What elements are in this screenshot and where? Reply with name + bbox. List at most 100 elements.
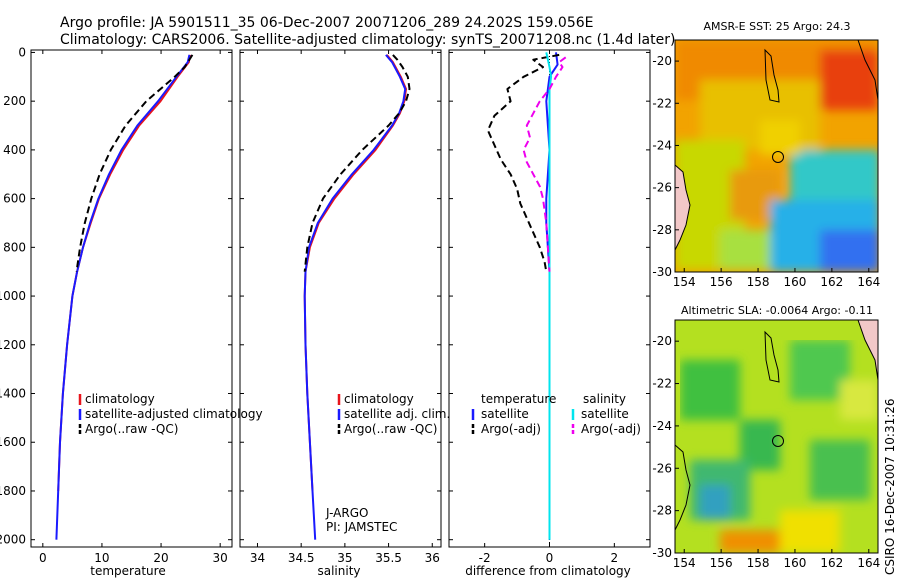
difference-panel: -2 0 2 difference from climatology tempera… [448, 49, 651, 578]
sla-coastline-australia [675, 444, 691, 531]
map-lon-label: 156 [710, 275, 733, 289]
temperature-xlabel: temperature [90, 564, 165, 578]
x-tick-label: 34 [250, 551, 265, 565]
sla-coastline-new-caledonia [857, 320, 878, 381]
map-lat-label: -30 [652, 546, 672, 560]
sst-map-title: AMSR-E SST: 25 Argo: 24.3 [703, 20, 850, 33]
float-annotation-line2: PI: JAMSTEC [326, 520, 397, 534]
salinity-axes-frame [239, 49, 442, 548]
map-lon-label: 156 [710, 556, 733, 570]
map-lat-label: -26 [652, 181, 672, 195]
sla-bathymetry-contour [764, 330, 780, 383]
sla-map-frame [674, 319, 879, 554]
x-tick-label: 20 [153, 551, 168, 565]
series-line-temperature-argo-adj- [486, 53, 560, 272]
sst-map: AMSR-E SST: 25 Argo: 24.3 -20 -22 -24 -26 -2… [652, 20, 880, 289]
map-lat-label: -22 [652, 377, 672, 391]
map-lon-label: 160 [784, 556, 807, 570]
x-tick-label: 35 [337, 551, 352, 565]
map-lat-label: -30 [652, 265, 672, 279]
map-lon-label: 162 [820, 275, 843, 289]
depth-tick-label: 200 [3, 94, 26, 108]
sla-argo-location-marker [772, 435, 784, 447]
difference-legend: temperaturesatelliteArgo(-adj)salinitysa… [471, 392, 641, 436]
map-lon-label: 154 [673, 275, 696, 289]
legend-label: satellite-adjusted climatology [85, 407, 263, 421]
depth-tick-label: 600 [3, 192, 26, 206]
depth-tick-label: 1400 [0, 387, 26, 401]
depth-tick-label: 1600 [0, 435, 26, 449]
legend-label: satellite [481, 407, 529, 421]
legend-label: climatology [344, 392, 414, 406]
map-lon-label: 164 [857, 556, 880, 570]
legend-label: climatology [85, 392, 155, 406]
x-tick-label: -2 [479, 551, 491, 565]
sst-bathymetry-contour [764, 48, 780, 103]
x-tick-label: 30 [213, 551, 228, 565]
difference-xlabel: difference from climatology [465, 564, 631, 578]
map-lon-label: 164 [857, 275, 880, 289]
map-lon-label: 158 [747, 556, 770, 570]
series-line-satellite-adjusted-climatology [55, 54, 191, 540]
float-annotation-line1: J-ARGO [325, 506, 368, 520]
map-lon-label: 154 [673, 556, 696, 570]
legend-heading: salinity [583, 392, 626, 406]
series-line-argo-raw-qc- [303, 54, 411, 272]
sla-field [680, 340, 878, 553]
title-line-2: Climatology: CARS2006. Satellite-adjuste… [60, 32, 675, 48]
map-lat-label: -22 [652, 96, 672, 110]
depth-tick-label: 2000 [0, 533, 26, 547]
sst-map-frame [674, 39, 879, 273]
temperature-axes-frame [30, 49, 233, 548]
map-lat-label: -20 [652, 54, 672, 68]
sst-coastline-new-caledonia [857, 40, 878, 101]
depth-tick-label: 0 [18, 45, 26, 59]
x-tick-label: 34.5 [288, 551, 315, 565]
sst-argo-location-marker [772, 151, 784, 163]
series-line-satellite-adj-clim- [303, 54, 407, 540]
legend-label: satellite adj. clim. [344, 407, 450, 421]
x-tick-label: 2 [611, 551, 619, 565]
depth-tick-label: 1800 [0, 484, 26, 498]
map-lat-label: -28 [652, 504, 672, 518]
temperature-panel: 0 200 400 600 800 1000 1200 1400 1600 1800 2000 0 10… [0, 45, 263, 578]
legend-heading: temperature [481, 392, 556, 406]
map-lon-label: 160 [784, 275, 807, 289]
sst-field [675, 40, 878, 272]
sla-map-title: Altimetric SLA: -0.0064 Argo: -0.11 [681, 304, 873, 317]
depth-tick-label: 1000 [0, 289, 26, 303]
map-lat-label: -24 [652, 419, 672, 433]
depth-tick-label: 1200 [0, 338, 26, 352]
depth-tick-label: 800 [3, 240, 26, 254]
depth-tick-label: 400 [3, 143, 26, 157]
sst-coastline-australia [675, 164, 691, 251]
x-tick-label: 0 [546, 551, 554, 565]
legend-label: satellite [581, 407, 629, 421]
map-lon-label: 158 [747, 275, 770, 289]
x-tick-label: 0 [39, 551, 47, 565]
title-line-1: Argo profile: JA 5901511_35 06-Dec-2007 … [60, 15, 593, 31]
series-line-argo-raw-qc- [75, 54, 194, 272]
map-lat-label: -20 [652, 334, 672, 348]
legend-label: Argo(-adj) [481, 422, 541, 436]
map-lat-label: -24 [652, 138, 672, 152]
salinity-panel: 34 34.5 35 35.5 36 salinity climatologysatel… [239, 49, 450, 578]
series-line-salinity-satellite [545, 52, 553, 540]
series-line-temperature-satellite [545, 52, 559, 540]
x-tick-label: 36 [425, 551, 440, 565]
legend-label: Argo(-adj) [581, 422, 641, 436]
map-lon-label: 162 [820, 556, 843, 570]
salinity-xlabel: salinity [317, 564, 360, 578]
map-lat-label: -28 [652, 223, 672, 237]
sla-map: Altimetric SLA: -0.0064 Argo: -0.11 -20 -… [652, 304, 880, 570]
credit-stamp: CSIRO 16-Dec-2007 10:31:26 [883, 398, 897, 575]
x-tick-label: 35.5 [375, 551, 402, 565]
series-line-salinity-argo-adj- [522, 56, 567, 272]
legend-label: Argo(..raw -QC) [344, 422, 437, 436]
legend-label: Argo(..raw -QC) [85, 422, 178, 436]
x-tick-label: 10 [94, 551, 109, 565]
map-lat-label: -26 [652, 461, 672, 475]
